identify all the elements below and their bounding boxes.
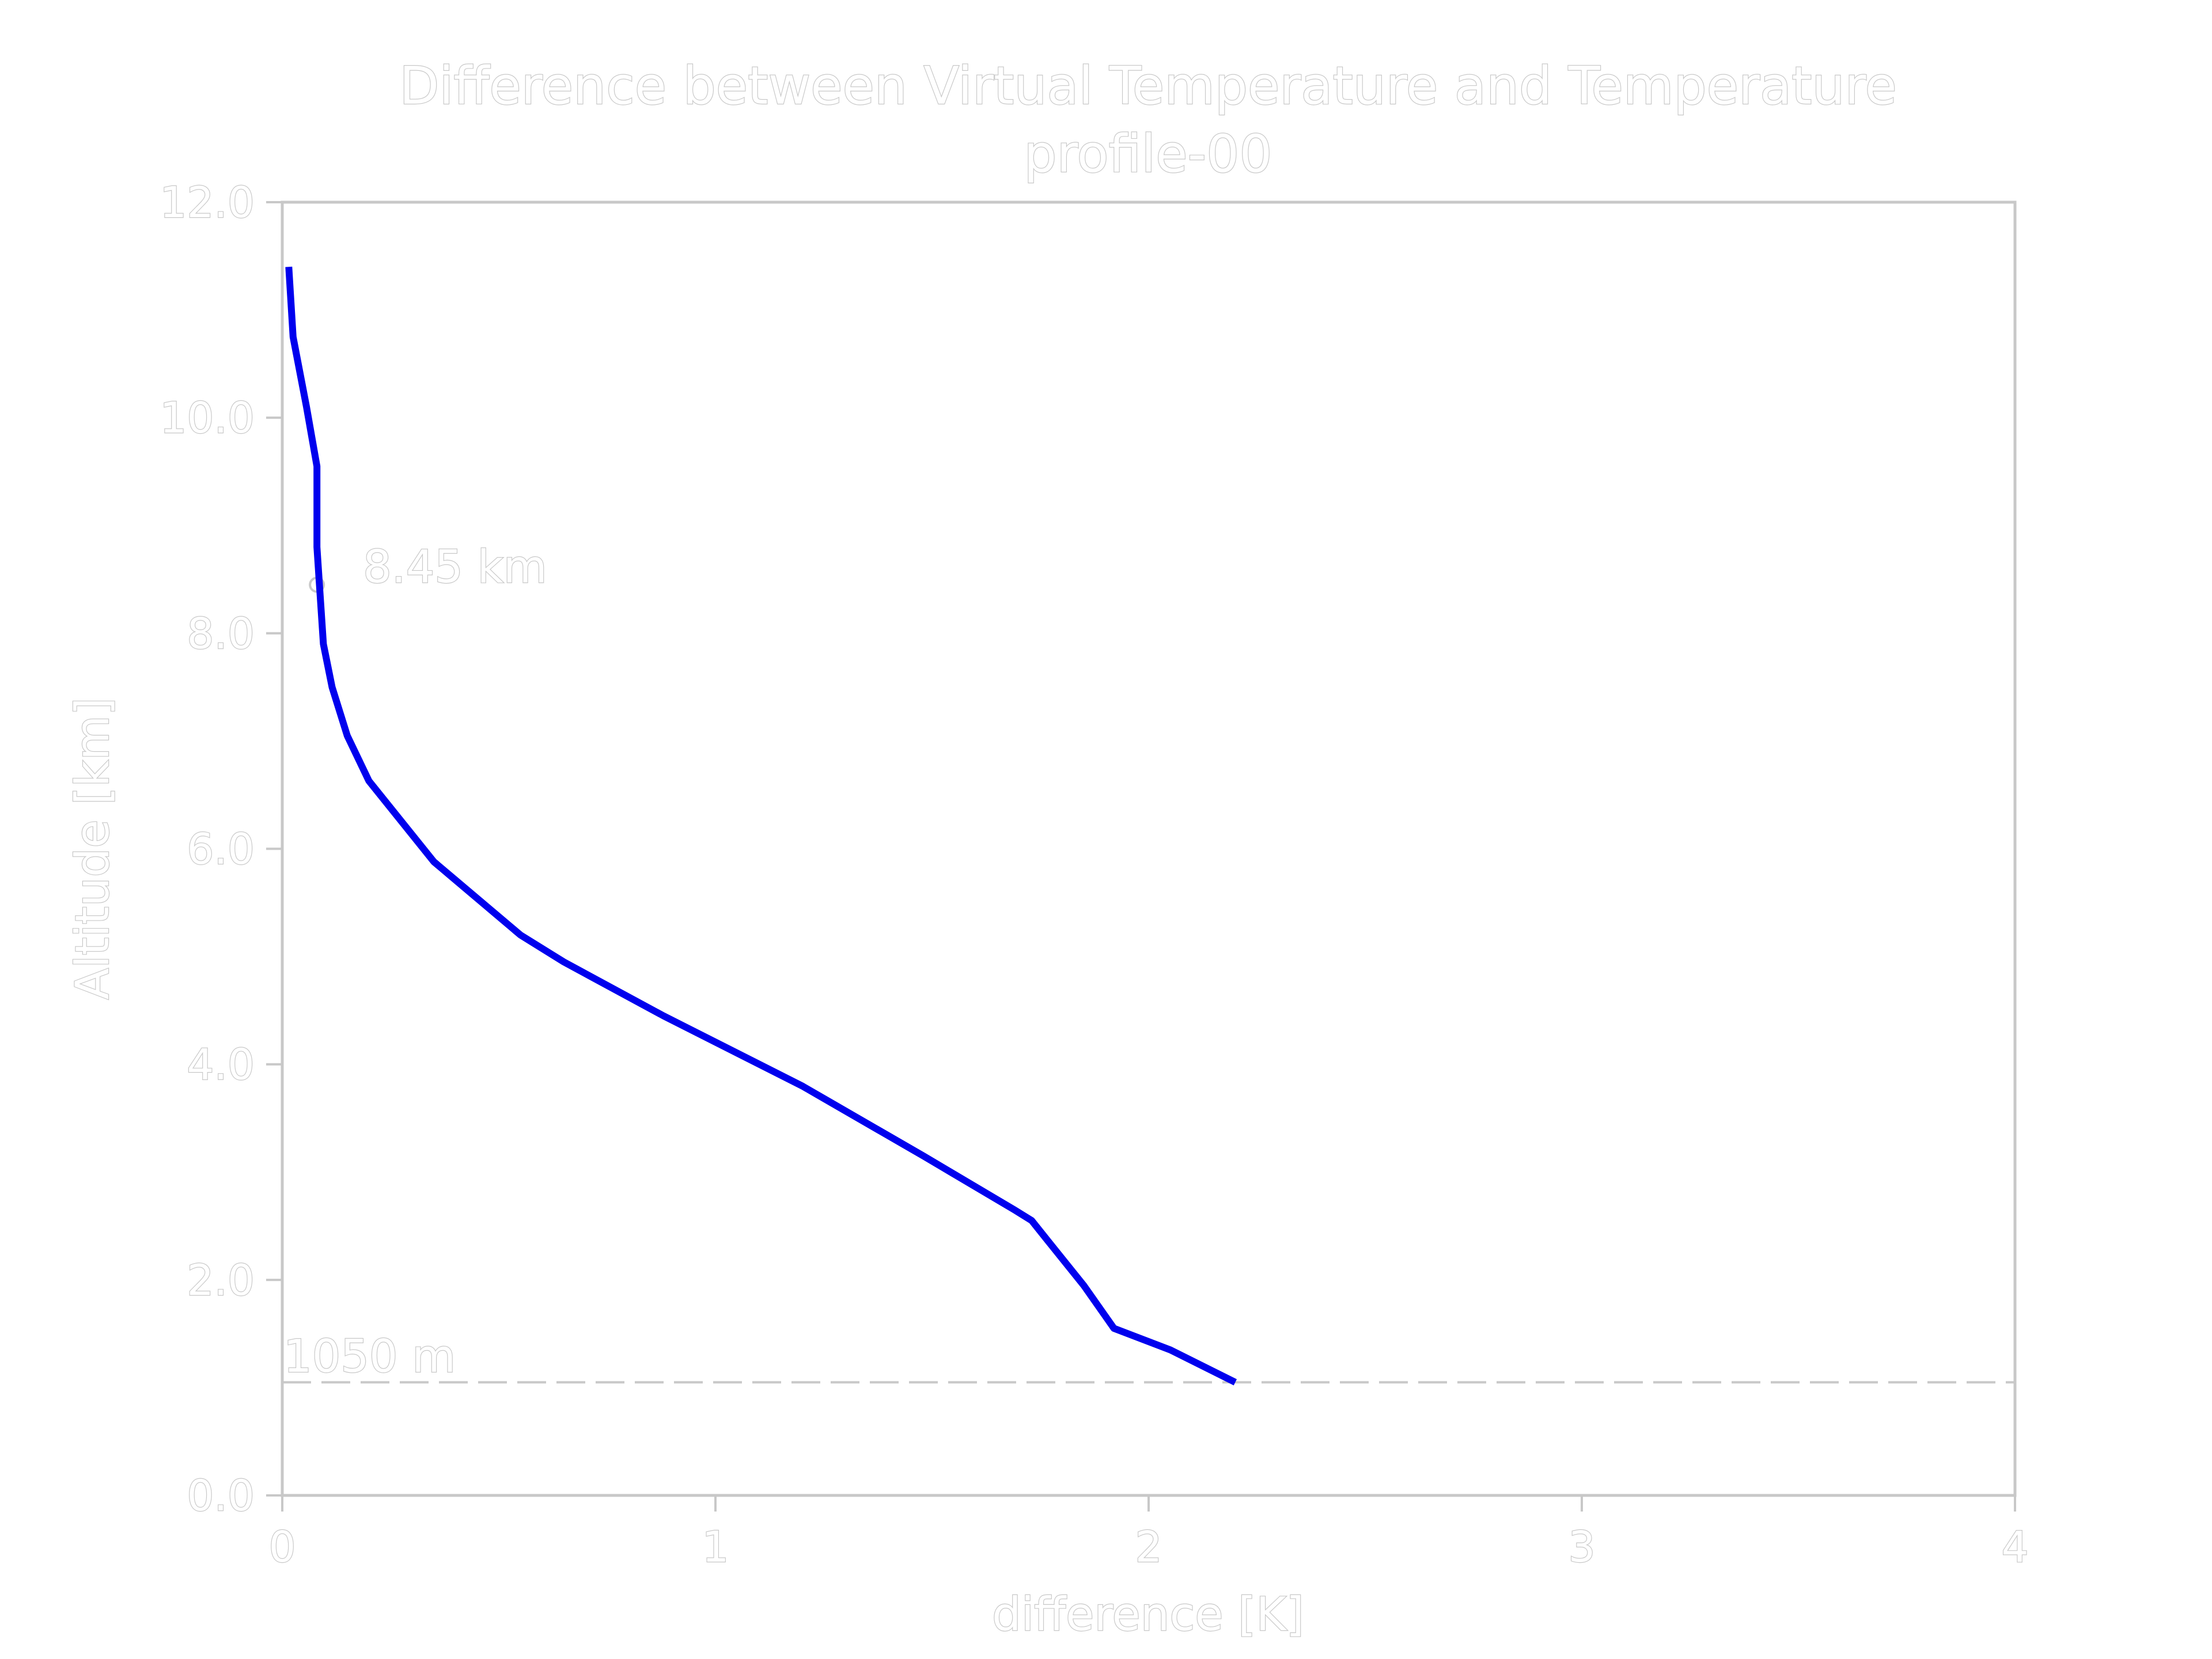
series-line (285, 266, 1237, 1385)
altitude-marker-label: 8.45 km (363, 541, 547, 593)
reference-line-label: 1050 m (283, 1331, 456, 1383)
y-axis: 0.0 2.0 4.0 6.0 8.0 10.0 12.0 (159, 177, 282, 1521)
y-axis-label: Altitude [km] (66, 698, 119, 1000)
chart-subtitle: profile-00 (1024, 124, 1272, 184)
x-tick-label: 4 (2001, 1522, 2028, 1572)
series-layer (285, 266, 1237, 1385)
x-tick-label: 3 (1568, 1522, 1595, 1572)
x-axis-label: difference [K] (992, 1588, 1304, 1641)
x-tick-label: 1 (702, 1522, 729, 1572)
y-tick-label: 6.0 (187, 825, 255, 874)
y-tick-label: 10.0 (160, 393, 255, 443)
annotations: 8.45 km 1050 m (282, 541, 2015, 1384)
chart-title: Difference between Virtual Temperature a… (399, 56, 1897, 116)
y-tick-label: 4.0 (187, 1040, 255, 1090)
y-tick-label: 2.0 (187, 1256, 255, 1305)
x-tick-label: 0 (268, 1522, 296, 1572)
y-tick-label: 0.0 (187, 1471, 255, 1521)
y-tick-label: 8.0 (187, 609, 255, 658)
x-tick-label: 2 (1135, 1522, 1162, 1572)
plot-frame (281, 200, 2017, 1497)
y-tick-label: 12.0 (160, 178, 255, 228)
x-axis: 0 1 2 3 4 (268, 1495, 2029, 1573)
